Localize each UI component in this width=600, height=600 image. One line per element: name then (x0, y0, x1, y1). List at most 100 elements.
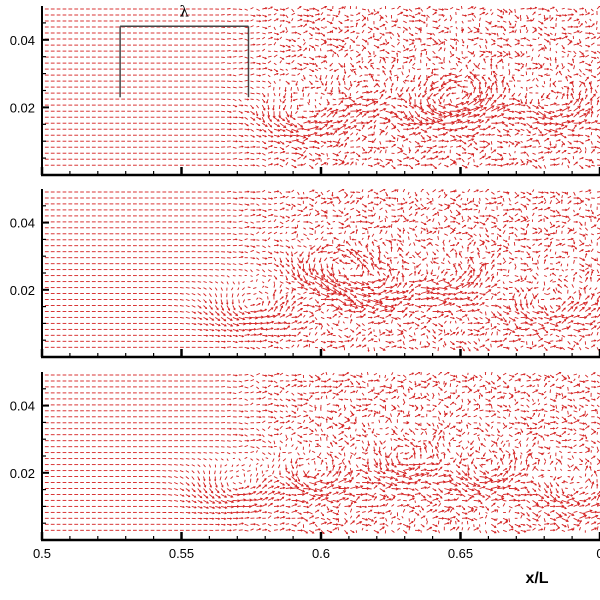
vector-arrow (538, 208, 544, 211)
vector-arrow (291, 18, 294, 22)
vector-arrow (329, 68, 333, 72)
vector-arrow (267, 344, 274, 348)
vector-arrow (544, 151, 551, 154)
vector-arrow (402, 152, 408, 156)
vector-arrow (315, 13, 321, 16)
vector-arrow (407, 191, 410, 195)
vector-arrow (362, 90, 370, 94)
vector-arrow (291, 288, 294, 294)
vector-arrow (385, 230, 388, 234)
vector-arrow (520, 110, 526, 113)
vector-arrow (232, 164, 237, 167)
vector-arrow (378, 260, 386, 265)
vector-arrow (573, 140, 579, 143)
vector-arrow (252, 287, 257, 289)
vector-arrow (408, 110, 414, 119)
vector-arrow (355, 299, 364, 305)
vector-arrow (479, 293, 486, 296)
vector-arrow (273, 289, 277, 294)
vector-arrow (520, 279, 525, 283)
vector-arrow (256, 152, 262, 155)
vector-arrow (436, 275, 439, 280)
vector-arrow (491, 149, 497, 154)
vector-arrow (261, 300, 265, 306)
vector-arrow (382, 70, 386, 76)
vector-arrow (401, 258, 404, 264)
vector-arrow (356, 315, 364, 319)
vector-arrow (314, 237, 319, 241)
vector-arrow (238, 104, 244, 107)
vector-arrow (479, 239, 486, 243)
vector-arrow (350, 305, 359, 309)
vector-arrow (532, 78, 535, 82)
vector-arrow (549, 322, 559, 327)
vector-arrow (379, 237, 383, 241)
vector-arrow (391, 333, 394, 336)
vector-arrow (309, 208, 314, 211)
vector-arrow (432, 120, 441, 124)
vector-arrow (461, 282, 471, 288)
vector-arrow (502, 249, 509, 253)
vector-arrow (191, 316, 197, 320)
vector-arrow (503, 133, 510, 137)
vector-arrow (444, 110, 453, 115)
vector-arrow (414, 211, 418, 217)
vector-arrow (326, 144, 333, 148)
vector-arrow (332, 158, 339, 162)
vector-arrow (262, 262, 268, 266)
vector-arrow (320, 140, 327, 144)
vector-arrow (461, 125, 468, 130)
vector-arrow (589, 97, 593, 106)
vector-arrow (549, 62, 552, 67)
vector-arrow (426, 227, 429, 233)
vector-arrow (344, 201, 350, 205)
vector-arrow (370, 262, 375, 270)
vector-arrow (238, 340, 244, 343)
vector-arrow (408, 116, 415, 122)
vector-arrow (438, 145, 445, 149)
vector-arrow (250, 213, 256, 217)
vector-arrow (414, 297, 422, 301)
vector-arrow (549, 6, 555, 10)
vector-arrow (589, 18, 592, 22)
vector-arrow (319, 75, 322, 81)
vector-arrow (445, 253, 451, 259)
vector-arrow (496, 8, 503, 13)
vector-arrow (467, 59, 472, 64)
vector-arrow (403, 164, 409, 167)
vector-arrow (414, 32, 418, 35)
vector-arrow (489, 87, 493, 94)
vector-arrow (379, 121, 387, 125)
vector-arrow (350, 56, 353, 61)
vector-arrow (290, 257, 294, 264)
vector-arrow (514, 194, 520, 199)
vector-arrow (555, 255, 562, 259)
vector-arrow (238, 140, 243, 143)
vector-arrow (408, 157, 415, 160)
vector-arrow (326, 107, 333, 112)
vector-arrow (385, 196, 392, 200)
vector-arrow (179, 293, 184, 295)
vector-arrow (443, 74, 451, 78)
vector-arrow (355, 251, 363, 259)
vector-arrow (479, 317, 483, 320)
vector-arrow (467, 50, 474, 55)
vector-arrow (279, 202, 284, 205)
vector-arrow (399, 92, 404, 97)
vector-arrow (326, 340, 334, 344)
vector-arrow (461, 20, 464, 24)
vector-arrow (438, 221, 441, 226)
vector-arrow (232, 334, 239, 338)
vector-arrow (244, 122, 249, 127)
vector-arrow (356, 214, 362, 217)
vector-arrow (538, 250, 541, 253)
vector-arrow (326, 329, 330, 334)
vector-arrow (491, 315, 498, 319)
vector-arrow (267, 111, 271, 118)
vector-arrow (544, 116, 554, 121)
vector-arrow (467, 152, 475, 156)
vector-arrow (268, 197, 274, 200)
vector-arrow (590, 93, 596, 100)
vector-arrow (367, 226, 372, 229)
vector-arrow (373, 196, 380, 199)
